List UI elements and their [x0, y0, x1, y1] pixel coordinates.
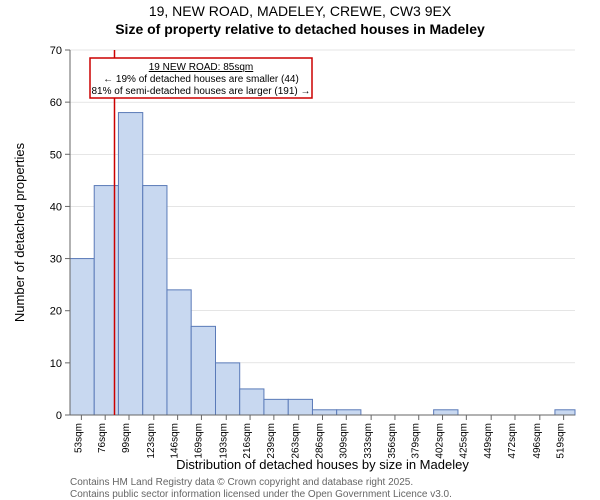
annotation-line1: 19 NEW ROAD: 85sqm	[149, 62, 253, 73]
y-tick-label: 40	[50, 201, 62, 213]
histogram-bar	[264, 399, 288, 415]
y-tick-label: 50	[50, 149, 62, 161]
annotation-line2: ← 19% of detached houses are smaller (44…	[103, 74, 299, 85]
x-tick-label: 193sqm	[218, 423, 229, 459]
histogram-bar	[191, 326, 215, 415]
y-tick-label: 10	[50, 358, 62, 370]
x-tick-label: 472sqm	[507, 423, 518, 459]
footer-line2: Contains public sector information licen…	[70, 489, 452, 500]
histogram-chart: 19, NEW ROAD, MADELEY, CREWE, CW3 9EX Siz…	[0, 0, 600, 500]
histogram-bar	[215, 363, 239, 415]
x-tick-label: 425sqm	[458, 423, 469, 459]
histogram-bar	[312, 410, 336, 415]
x-tick-label: 123sqm	[146, 423, 157, 459]
x-tick-label: 379sqm	[411, 423, 422, 459]
x-tick-label: 239sqm	[266, 423, 277, 459]
chart-title-address: 19, NEW ROAD, MADELEY, CREWE, CW3 9EX	[149, 3, 452, 19]
x-tick-label: 496sqm	[532, 423, 543, 459]
x-tick-label: 99sqm	[121, 423, 132, 453]
histogram-bar	[118, 113, 142, 415]
histogram-bar	[337, 410, 361, 415]
x-tick-label: 449sqm	[483, 423, 494, 459]
chart-title-sub: Size of property relative to detached ho…	[115, 21, 485, 37]
x-tick-label: 76sqm	[97, 423, 108, 453]
x-tick-label: 286sqm	[315, 423, 326, 459]
x-tick-label: 169sqm	[193, 423, 204, 459]
x-tick-label: 402sqm	[435, 423, 446, 459]
x-axis-label: Distribution of detached houses by size …	[176, 457, 469, 472]
x-tick-label: 309sqm	[338, 423, 349, 459]
x-tick-label: 216sqm	[242, 423, 253, 459]
footer-line1: Contains HM Land Registry data © Crown c…	[70, 477, 413, 488]
annotation-line3: 81% of semi-detached houses are larger (…	[91, 86, 310, 97]
histogram-bar	[167, 290, 191, 415]
histogram-bar	[143, 186, 167, 415]
y-tick-label: 20	[50, 306, 62, 318]
x-tick-label: 333sqm	[363, 423, 374, 459]
histogram-bar	[70, 259, 94, 415]
x-tick-label: 263sqm	[291, 423, 302, 459]
histogram-bar	[288, 399, 312, 415]
x-tick-label: 356sqm	[387, 423, 398, 459]
y-tick-label: 0	[56, 410, 62, 422]
y-tick-label: 70	[50, 45, 62, 57]
histogram-bar	[555, 410, 575, 415]
y-tick-label: 30	[50, 254, 62, 266]
x-tick-label: 146sqm	[170, 423, 181, 459]
x-tick-label: 53sqm	[73, 423, 84, 453]
histogram-bar	[240, 389, 264, 415]
y-axis-label: Number of detached properties	[12, 142, 27, 322]
histogram-bar	[434, 410, 458, 415]
x-tick-label: 519sqm	[556, 423, 567, 459]
y-tick-label: 60	[50, 97, 62, 109]
